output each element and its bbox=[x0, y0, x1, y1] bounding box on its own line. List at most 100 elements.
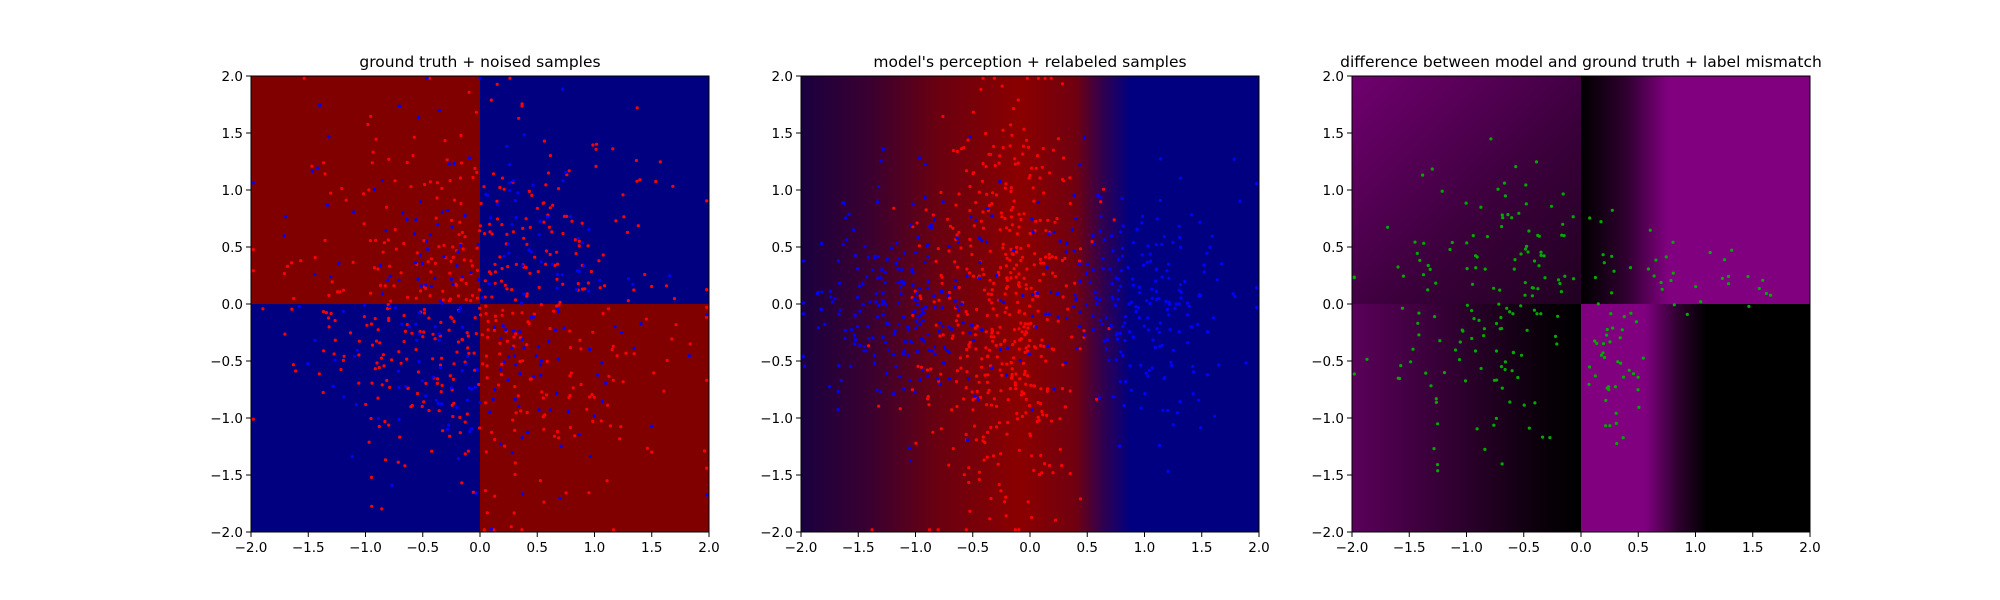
scatter-point bbox=[1457, 358, 1462, 362]
scatter-point bbox=[587, 491, 591, 495]
scatter-point bbox=[1179, 290, 1183, 294]
scatter-point bbox=[1056, 319, 1060, 323]
scatter-point bbox=[980, 365, 984, 369]
scatter-point bbox=[411, 153, 415, 158]
scatter-point bbox=[1238, 199, 1242, 203]
scatter-point bbox=[522, 133, 526, 137]
scatter-point bbox=[1025, 76, 1029, 80]
scatter-point bbox=[587, 289, 591, 293]
scatter-point bbox=[1064, 284, 1068, 288]
scatter-point bbox=[1019, 246, 1023, 250]
scatter-point bbox=[428, 233, 432, 237]
scatter-point bbox=[410, 403, 414, 408]
scatter-point bbox=[989, 425, 993, 430]
scatter-point bbox=[378, 341, 382, 345]
scatter-point bbox=[550, 230, 554, 234]
scatter-point bbox=[688, 342, 692, 346]
scatter-point bbox=[1694, 285, 1698, 289]
scatter-point bbox=[511, 418, 515, 422]
scatter-point bbox=[897, 322, 901, 326]
x-tick-label: 0.0 bbox=[1019, 540, 1040, 556]
scatter-point bbox=[1011, 205, 1015, 209]
scatter-point bbox=[1027, 404, 1032, 408]
scatter-point bbox=[801, 355, 805, 359]
scatter-point bbox=[994, 343, 998, 347]
scatter-point bbox=[396, 460, 400, 464]
scatter-point bbox=[518, 330, 522, 334]
scatter-point bbox=[478, 306, 482, 310]
scatter-point bbox=[631, 282, 635, 286]
scatter-point bbox=[880, 268, 884, 272]
scatter-point bbox=[1116, 337, 1120, 341]
scatter-point bbox=[1116, 297, 1120, 301]
scatter-point bbox=[1092, 242, 1096, 246]
scatter-point bbox=[362, 192, 366, 196]
scatter-point bbox=[1061, 363, 1065, 367]
scatter-point bbox=[382, 241, 386, 245]
scatter-point bbox=[529, 377, 533, 381]
scatter-point bbox=[485, 364, 489, 368]
scatter-point bbox=[1005, 306, 1009, 310]
diff-top-right bbox=[1581, 76, 1810, 304]
scatter-point bbox=[645, 446, 650, 450]
scatter-point bbox=[1054, 256, 1058, 260]
scatter-point bbox=[962, 397, 966, 401]
scatter-point bbox=[1010, 367, 1014, 371]
scatter-point bbox=[538, 219, 542, 223]
scatter-point bbox=[1136, 306, 1140, 310]
scatter-point bbox=[428, 294, 432, 298]
scatter-point bbox=[546, 171, 551, 175]
scatter-point bbox=[977, 236, 982, 240]
scatter-point bbox=[1534, 160, 1539, 164]
x-tick-label: 2.0 bbox=[1248, 540, 1269, 556]
scatter-point bbox=[1013, 340, 1017, 344]
scatter-point bbox=[1122, 403, 1126, 408]
scatter-point bbox=[914, 326, 918, 330]
scatter-point bbox=[1098, 298, 1102, 302]
scatter-point bbox=[424, 283, 428, 287]
scatter-point bbox=[624, 351, 628, 355]
scatter-point bbox=[535, 206, 540, 210]
scatter-point bbox=[487, 282, 491, 286]
scatter-point bbox=[876, 276, 880, 280]
scatter-point bbox=[1118, 380, 1122, 384]
scatter-point bbox=[913, 289, 917, 293]
scatter-point bbox=[452, 362, 456, 366]
scatter-point bbox=[460, 481, 464, 485]
scatter-point bbox=[1005, 226, 1009, 230]
scatter-point bbox=[469, 259, 473, 263]
scatter-point bbox=[1608, 340, 1612, 344]
scatter-point bbox=[1036, 76, 1040, 80]
scatter-point bbox=[437, 338, 441, 342]
scatter-point bbox=[1244, 361, 1248, 365]
scatter-point bbox=[865, 275, 869, 279]
scatter-point bbox=[313, 272, 317, 277]
scatter-point bbox=[1255, 182, 1259, 186]
scatter-point bbox=[1501, 216, 1505, 220]
scatter-point bbox=[1016, 300, 1020, 305]
scatter-point bbox=[389, 299, 393, 303]
scatter-point bbox=[1039, 354, 1043, 358]
x-tick-label: −1.5 bbox=[292, 540, 325, 556]
scatter-point bbox=[1539, 253, 1543, 257]
scatter-point bbox=[405, 357, 409, 361]
scatter-point bbox=[251, 417, 255, 421]
scatter-point bbox=[521, 226, 525, 230]
scatter-point bbox=[377, 366, 381, 370]
scatter-point bbox=[1178, 235, 1182, 240]
y-tick-label: 1.5 bbox=[222, 126, 243, 142]
scatter-point bbox=[996, 462, 1000, 466]
scatter-point bbox=[451, 282, 455, 286]
scatter-point bbox=[965, 267, 969, 271]
scatter-point bbox=[1094, 296, 1098, 300]
scatter-point bbox=[913, 251, 918, 255]
scatter-point bbox=[590, 393, 594, 397]
scatter-point bbox=[1492, 286, 1496, 290]
scatter-point bbox=[1202, 270, 1206, 274]
scatter-point bbox=[417, 311, 421, 315]
scatter-point bbox=[1609, 312, 1613, 316]
scatter-point bbox=[502, 187, 506, 191]
scatter-point bbox=[1614, 421, 1618, 425]
scatter-point bbox=[1672, 303, 1676, 307]
scatter-point bbox=[398, 435, 402, 439]
